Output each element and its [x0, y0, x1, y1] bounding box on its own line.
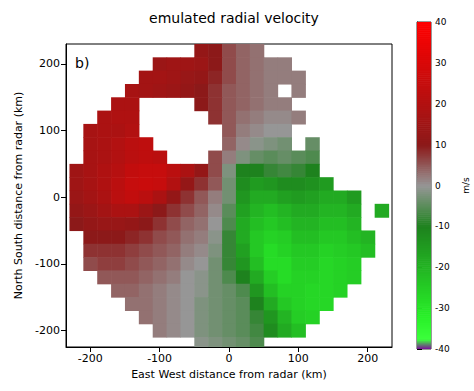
svg-text:m/s: m/s	[461, 177, 471, 194]
svg-text:200: 200	[39, 57, 60, 70]
svg-text:100: 100	[39, 124, 60, 137]
svg-text:20: 20	[435, 99, 447, 109]
svg-text:b): b)	[75, 55, 89, 71]
svg-text:-40: -40	[435, 344, 450, 354]
svg-text:0: 0	[435, 181, 441, 191]
svg-text:10: 10	[435, 140, 447, 150]
svg-text:0: 0	[53, 191, 60, 204]
svg-text:emulated radial velocity: emulated radial velocity	[149, 10, 319, 26]
svg-text:40: 40	[435, 17, 447, 27]
svg-text:-200: -200	[35, 324, 60, 337]
svg-text:East West distance from radar: East West distance from radar (km)	[131, 368, 327, 381]
svg-text:-100: -100	[35, 257, 60, 270]
svg-text:30: 30	[435, 58, 447, 68]
svg-text:0: 0	[226, 352, 233, 365]
svg-text:-100: -100	[147, 352, 172, 365]
svg-text:North South distance from rada: North South distance from radar (km)	[12, 92, 25, 300]
svg-text:-30: -30	[435, 303, 450, 313]
svg-text:200: 200	[357, 352, 378, 365]
svg-text:-200: -200	[78, 352, 103, 365]
svg-text:100: 100	[288, 352, 309, 365]
svg-text:-20: -20	[435, 262, 450, 272]
svg-text:-10: -10	[435, 221, 450, 231]
